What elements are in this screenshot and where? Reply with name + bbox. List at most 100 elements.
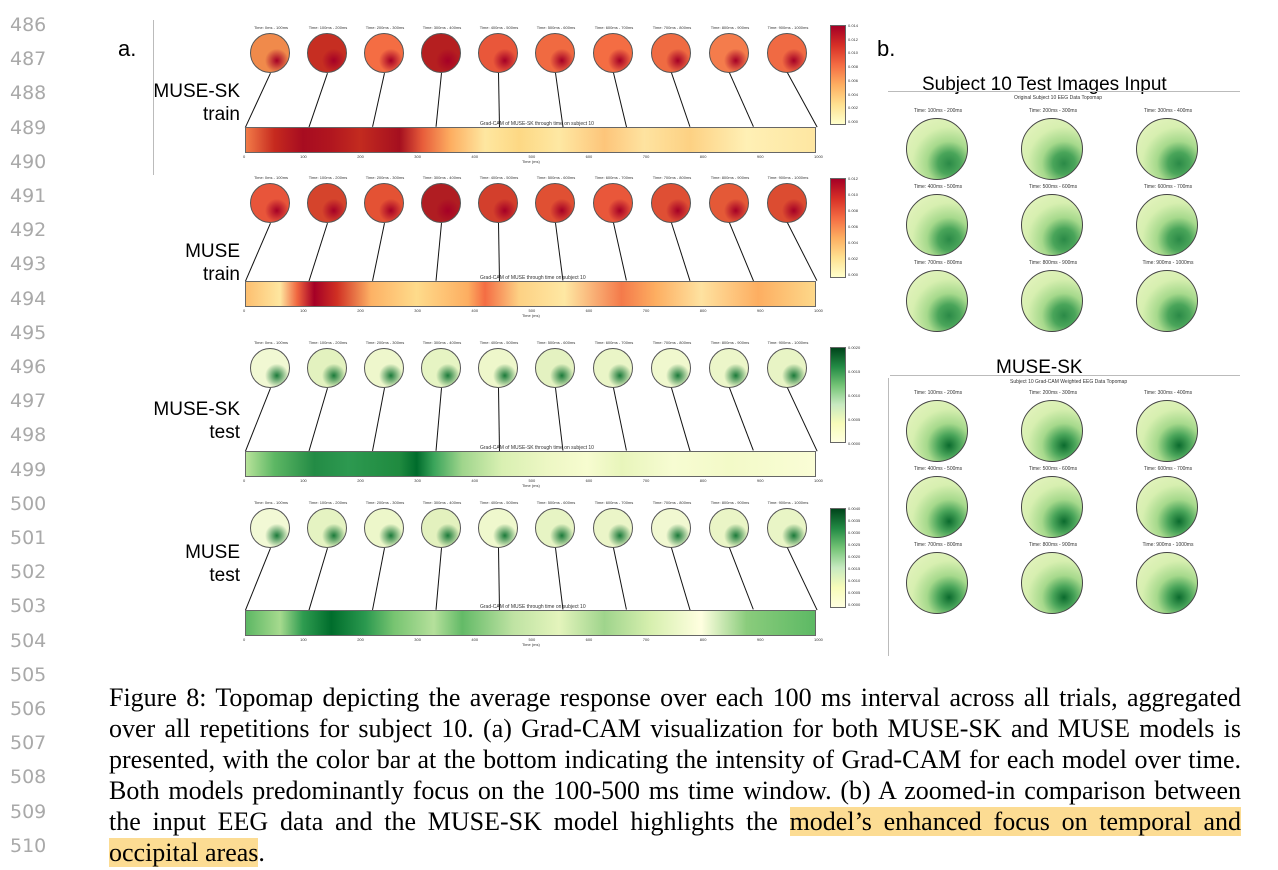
time-tick: 1000 <box>814 154 823 159</box>
colorbar-tick: 0.0005 <box>848 590 861 595</box>
topomap-time-title: Time: 800ms - 900ms <box>710 175 750 180</box>
colorbar-tick: 0.012 <box>848 36 859 42</box>
line-number: 499 <box>10 458 47 481</box>
line-number: 507 <box>10 732 47 755</box>
topomap-time-title: Time: 800ms - 900ms <box>710 340 750 345</box>
connector-line <box>498 547 500 610</box>
colorbar-tick: 0.0025 <box>848 542 861 547</box>
time-tick: 100 <box>300 308 307 313</box>
topomap-head-large: Time: 200ms - 300ms <box>1021 390 1083 462</box>
colorbar-tick: 0.0000 <box>848 602 861 607</box>
colorbar-tick: 0.0040 <box>848 506 861 511</box>
topomap-time-title: Time: 0ms - 100ms <box>253 340 289 345</box>
topomap-time-title: Time: 900ms - 1000ms <box>767 500 809 505</box>
time-tick: 200 <box>357 154 364 159</box>
topomap-time-title: Time: 200ms - 300ms <box>365 175 405 180</box>
topomap-head-large: Time: 900ms - 1000ms <box>1136 260 1198 332</box>
topomap-head: Time: 100ms - 200ms <box>307 175 347 223</box>
time-tick: 700 <box>642 478 650 483</box>
connector-line <box>555 387 564 451</box>
caption-end: . <box>258 838 265 867</box>
topomap-head: Time: 300ms - 400ms <box>421 175 461 223</box>
connector-line <box>372 388 385 452</box>
topomap-time-title: Time: 400ms - 500ms <box>913 466 963 472</box>
panel-b-bottom-divider <box>888 378 889 656</box>
topomap-time-title: Time: 300ms - 400ms <box>1143 390 1193 396</box>
colorbar-tick: 0.0010 <box>848 578 861 583</box>
connector-line <box>308 73 328 128</box>
colorbar-tick: 0.0035 <box>848 518 861 523</box>
time-axis-label: Time (ms) <box>522 159 540 164</box>
line-number: 489 <box>10 116 47 139</box>
colorbar-tick: 0.000 <box>848 119 859 124</box>
connector-line <box>245 73 271 128</box>
connector-line <box>555 547 564 610</box>
time-tick: 0 <box>243 478 246 483</box>
line-number: 486 <box>10 14 47 36</box>
colorbar-tick: 0.0010 <box>848 393 861 398</box>
time-tick: 1000 <box>814 478 823 483</box>
line-number: 503 <box>10 595 47 618</box>
connector-line <box>729 387 754 451</box>
connector-line <box>435 388 442 452</box>
topomap-head-large: Time: 200ms - 300ms <box>1021 108 1083 180</box>
line-number: 488 <box>10 82 47 105</box>
colorbar-tick: 0.004 <box>848 91 859 97</box>
time-tick: 200 <box>357 478 364 483</box>
topomap-head: Time: 200ms - 300ms <box>364 175 404 223</box>
topomap-head: Time: 900ms - 1000ms <box>767 25 808 73</box>
topomap-head: Time: 600ms - 700ms <box>593 500 633 548</box>
topomap-time-title: Time: 0ms - 100ms <box>253 500 289 505</box>
topomap-time-title: Time: 700ms - 800ms <box>652 25 692 30</box>
time-tick: 400 <box>471 308 479 313</box>
connector-line <box>729 72 754 127</box>
topomap-head: Time: 100ms - 200ms <box>307 500 347 548</box>
panel-b-top-rule <box>888 91 1240 92</box>
gradcam-bar-title: Grad-CAM of MUSE-SK through time on subj… <box>480 121 594 127</box>
topomap-time-title: Time: 500ms - 600ms <box>1028 466 1078 472</box>
topomap-head: Time: 0ms - 100ms <box>250 175 290 223</box>
topomap-head: Time: 500ms - 600ms <box>535 500 575 548</box>
time-tick: 1000 <box>814 308 823 313</box>
topomap-head: Time: 600ms - 700ms <box>593 25 633 73</box>
caption-text: Figure 8: Topomap depicting the average … <box>109 683 1241 836</box>
time-tick: 900 <box>756 154 764 159</box>
time-tick: 200 <box>357 308 364 313</box>
colorbar-tick: 0.0015 <box>848 369 861 374</box>
time-tick: 0 <box>243 154 246 159</box>
time-tick: 800 <box>699 637 707 642</box>
colorbar-tick: 0.008 <box>848 208 859 213</box>
connector-line <box>308 223 328 282</box>
topomap-time-title: Time: 200ms - 300ms <box>1028 108 1078 114</box>
topomap-head: Time: 100ms - 200ms <box>307 340 347 388</box>
topomap-head: Time: 800ms - 900ms <box>709 25 749 73</box>
time-tick: 0 <box>243 637 246 642</box>
topomap-head: Time: 600ms - 700ms <box>593 175 633 223</box>
colorbar-tick: 0.012 <box>848 176 859 181</box>
line-number: 500 <box>10 492 47 515</box>
time-tick: 100 <box>300 154 307 159</box>
row-label-line1: MUSE <box>185 542 240 563</box>
colorbar-tick: 0.0020 <box>848 554 861 559</box>
colorbar-tick: 0.006 <box>848 224 859 229</box>
topomap-head: Time: 600ms - 700ms <box>593 340 633 388</box>
connector-line <box>435 223 442 282</box>
line-number: 492 <box>10 219 47 242</box>
topomap-time-title: Time: 700ms - 800ms <box>652 340 692 345</box>
connector-line <box>613 547 627 610</box>
topomap-head-large: Time: 500ms - 600ms <box>1021 184 1083 256</box>
topomap-time-title: Time: 0ms - 100ms <box>253 175 289 180</box>
topomap-time-title: Time: 300ms - 400ms <box>422 175 462 180</box>
topomap-time-title: Time: 700ms - 800ms <box>913 542 963 548</box>
topomap-time-title: Time: 700ms - 800ms <box>652 175 692 180</box>
gradcam-time-bar <box>245 127 816 153</box>
colorbar-tick: 0.006 <box>848 77 859 83</box>
connector-line <box>787 387 818 451</box>
connector-line <box>435 73 442 128</box>
topomap-head: Time: 300ms - 400ms <box>421 340 461 388</box>
line-number: 510 <box>10 834 47 857</box>
topomap-time-title: Time: 500ms - 600ms <box>536 340 576 345</box>
panel-b-top-subtitle: Original Subject 10 EEG Data Topomap <box>1014 95 1103 101</box>
line-number: 497 <box>10 390 47 413</box>
connector-line <box>245 223 271 282</box>
